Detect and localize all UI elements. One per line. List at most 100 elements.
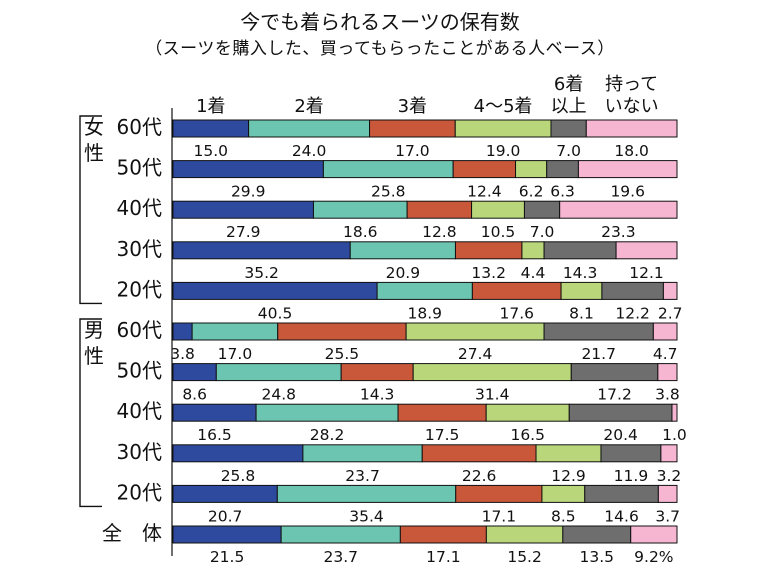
data-label: 21.5 (210, 548, 245, 566)
data-label: 8.5 (551, 507, 576, 525)
data-label: 23.7 (323, 548, 358, 566)
category-label: 全 体 (102, 521, 162, 545)
data-label: 15.0 (194, 142, 229, 160)
data-label: 13.2 (471, 264, 506, 282)
data-label: 17.6 (499, 304, 534, 322)
data-label: 2.7 (658, 304, 683, 322)
bar-segment (585, 119, 678, 138)
bar-segment (471, 200, 525, 219)
data-label: 40.5 (258, 304, 293, 322)
bar-segment (172, 200, 314, 219)
bar-segment (172, 484, 278, 503)
bar-segment (630, 525, 678, 544)
chart-subtitle: （スーツを購入した、買ってもらったことがある人ベース） (145, 39, 615, 59)
bar-segment (662, 281, 678, 300)
bar-segment (172, 119, 250, 138)
bar-segment (172, 525, 282, 544)
data-label: 12.4 (467, 183, 502, 201)
bar-segment (172, 322, 193, 341)
data-label: 12.2 (615, 304, 650, 322)
data-label: 12.1 (629, 264, 664, 282)
data-label: 7.0 (556, 142, 581, 160)
data-label: 9.2% (634, 548, 673, 566)
bar-segment (399, 525, 487, 544)
bar-segment (172, 444, 304, 463)
data-label: 10.5 (481, 223, 516, 241)
bar-segment (405, 322, 545, 341)
category-label: 30代 (117, 237, 162, 261)
data-label: 3.8 (655, 386, 680, 404)
bars: 15.0 24.0 17.0 19.0 7.0 18.0 29.9 25.8 12.4 6.2 6.… (170, 119, 687, 566)
data-label: 18.9 (407, 304, 442, 322)
data-label: 14.3 (563, 264, 598, 282)
bar-segment (322, 160, 454, 179)
bar-segment (340, 363, 414, 382)
data-label: 17.2 (597, 386, 632, 404)
bar-segment (172, 363, 217, 382)
group-bracket (79, 115, 102, 305)
data-label: 22.6 (462, 467, 497, 485)
data-label: 12.9 (551, 467, 586, 485)
bar-segment (172, 281, 378, 300)
data-label: 21.7 (581, 345, 616, 363)
bar-segment (601, 281, 664, 300)
bar-segment (349, 241, 456, 260)
data-label: 27.4 (458, 345, 493, 363)
bar-segment (652, 322, 678, 341)
bar-segment (541, 484, 586, 503)
legend-label: 3着 (398, 96, 427, 117)
data-label: 19.6 (610, 183, 645, 201)
data-label: 35.4 (349, 507, 384, 525)
data-label: 1.0 (662, 426, 687, 444)
bar-segment (660, 444, 678, 463)
chart-title: 今でも着られるスーツの保有数 (240, 10, 520, 34)
category-label: 50代 (117, 359, 162, 383)
bar-segment (657, 363, 678, 382)
legend-label: 6着 (554, 74, 583, 95)
data-label: 20.4 (603, 426, 638, 444)
category-label: 20代 (117, 480, 162, 504)
bar-segment (600, 444, 662, 463)
bar-segment (535, 444, 602, 463)
bar-segment (215, 363, 342, 382)
data-label: 28.2 (310, 426, 345, 444)
data-label: 3.8 (170, 345, 195, 363)
data-label: 35.2 (244, 264, 279, 282)
bar-segment (248, 119, 371, 138)
bar-segment (280, 525, 401, 544)
legend-label: 持って (605, 74, 658, 95)
bar-segment (276, 484, 457, 503)
data-label: 20.7 (208, 507, 243, 525)
data-label: 16.5 (197, 426, 232, 444)
legend-label: 1着 (196, 96, 225, 117)
bar-segment (550, 119, 587, 138)
data-label: 13.5 (580, 548, 615, 566)
data-label: 6.2 (519, 183, 544, 201)
legend-label: 4～5着 (474, 96, 533, 117)
bar-segment (397, 403, 487, 422)
data-label: 23.3 (601, 223, 636, 241)
data-label: 25.8 (371, 183, 406, 201)
bar-segment (543, 322, 654, 341)
data-label: 25.8 (221, 467, 256, 485)
data-label: 3.2 (657, 467, 682, 485)
bar-segment (577, 160, 678, 179)
bar-segment (615, 241, 678, 260)
bar-segment (560, 281, 603, 300)
data-label: 6.3 (550, 183, 575, 201)
bar-segment (277, 322, 407, 341)
data-label: 24.8 (261, 386, 296, 404)
category-label: 60代 (117, 318, 162, 342)
bar-segment (570, 363, 659, 382)
bar-segment (485, 403, 570, 422)
data-label: 17.1 (426, 548, 461, 566)
data-label: 19.0 (486, 142, 521, 160)
data-label: 25.5 (325, 345, 360, 363)
bar-segment (255, 403, 399, 422)
data-label: 18.6 (343, 223, 378, 241)
bar-segment (559, 200, 678, 219)
bar-segment (172, 160, 324, 179)
